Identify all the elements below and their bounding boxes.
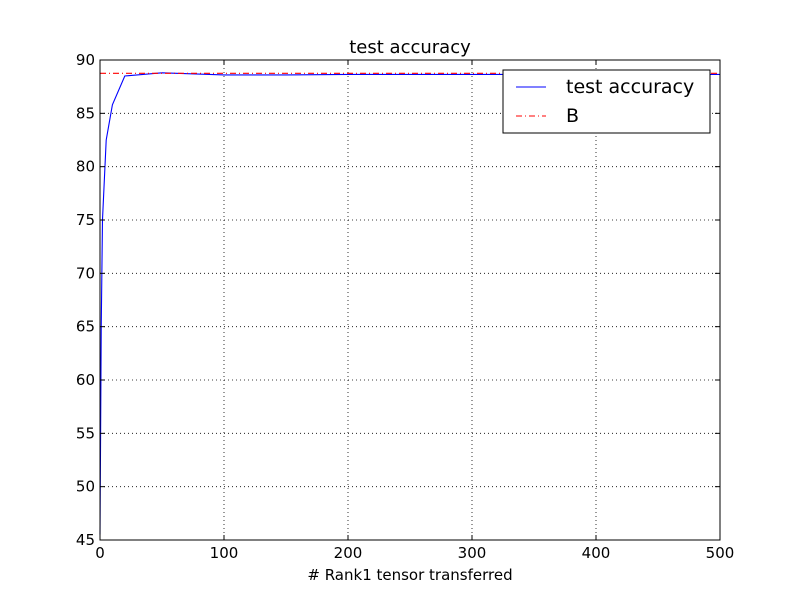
y-tick-label: 85 xyxy=(76,104,95,122)
y-tick-label: 60 xyxy=(76,371,95,389)
y-tick-label: 55 xyxy=(76,424,95,442)
y-tick-label: 65 xyxy=(76,318,95,336)
legend-box xyxy=(502,69,711,134)
legend: test accuracy B xyxy=(502,69,711,134)
x-tick-label: 400 xyxy=(582,544,611,562)
ticks: 0 100 200 300 400 500 45 50 55 60 65 70 75 80 85 90 xyxy=(76,51,734,562)
y-tick-label: 50 xyxy=(76,478,95,496)
x-tick-label: 300 xyxy=(458,544,487,562)
series-layer xyxy=(99,72,720,535)
legend-label-b: B xyxy=(566,105,579,127)
x-tick-label: 500 xyxy=(706,544,735,562)
x-tick-label: 0 xyxy=(95,544,105,562)
x-axis-label: # Rank1 tensor transferred xyxy=(307,566,512,584)
legend-label-test-accuracy: test accuracy xyxy=(566,76,694,98)
y-tick-label: 75 xyxy=(76,211,95,229)
chart-title: test accuracy xyxy=(349,37,471,58)
y-tick-label: 45 xyxy=(76,531,95,549)
x-tick-label: 200 xyxy=(334,544,363,562)
y-tick-label: 90 xyxy=(76,51,95,69)
plot-frame xyxy=(99,59,721,541)
y-tick-label: 70 xyxy=(76,264,95,282)
series-line-test-accuracy xyxy=(99,72,720,535)
x-tick-label: 100 xyxy=(210,544,239,562)
y-tick-label: 80 xyxy=(76,158,95,176)
